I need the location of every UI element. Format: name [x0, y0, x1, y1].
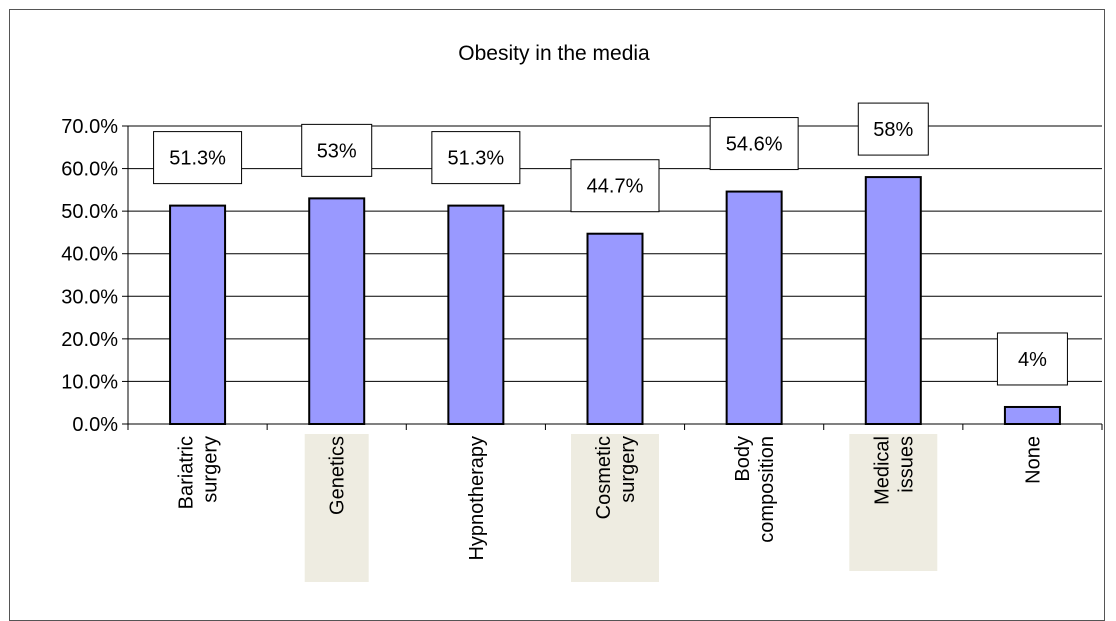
chart-title: Obesity in the media: [458, 42, 650, 65]
category-label-background: [304, 434, 369, 582]
y-tick-label: 10.0%: [61, 371, 118, 393]
x-category-label: Medical issues: [871, 436, 917, 505]
data-label: 54.6%: [726, 134, 783, 156]
data-labels: 51.3% 53% 51.3% 44.7% 54.6% 58% 4%: [153, 102, 1068, 386]
data-label: 58%: [873, 119, 913, 141]
y-tick-label: 20.0%: [61, 329, 118, 351]
data-label: 51.3%: [447, 148, 504, 170]
y-axis: 0.0% 10.0% 20.0% 30.0% 40.0% 50.0% 60.0% 70.0%: [61, 116, 129, 436]
category-label-background: [849, 434, 938, 571]
x-category-label-line: issues: [895, 436, 917, 493]
category-label-backgrounds: [304, 434, 938, 582]
x-category-label-line: Body: [732, 436, 754, 482]
y-tick-label: 70.0%: [61, 116, 118, 138]
y-tick-label: 0.0%: [72, 414, 118, 436]
y-tick-label: 40.0%: [61, 244, 118, 266]
data-label-box: [301, 123, 373, 177]
x-category-label: Bariatric surgery: [176, 436, 222, 509]
x-category-label: None: [1022, 436, 1044, 484]
y-tick-label: 50.0%: [61, 201, 118, 223]
bars: [169, 176, 1061, 426]
x-category-label-line: Hypnotherapy: [466, 436, 488, 561]
x-category-label-line: None: [1022, 436, 1044, 484]
bar: [169, 204, 227, 425]
x-category-label: Body composition: [732, 436, 778, 543]
data-label: 51.3%: [169, 148, 226, 170]
y-tick-label: 60.0%: [61, 159, 118, 181]
x-category-label: Hypnotherapy: [466, 436, 488, 561]
x-category-label-line: surgery: [200, 436, 222, 503]
bar: [725, 190, 783, 425]
x-category-label-line: surgery: [617, 436, 639, 503]
x-axis: Bariatric surgery Genetics Hypnotherapy Cosm…: [127, 423, 1103, 561]
x-category-label-line: Bariatric: [176, 436, 198, 509]
bar: [586, 232, 644, 425]
data-label: 44.7%: [587, 176, 644, 198]
data-label-box: [431, 131, 521, 185]
data-label-box: [857, 102, 929, 156]
data-label: 4%: [1018, 349, 1047, 371]
x-category-label-line: Cosmetic: [593, 436, 615, 519]
x-category-label-line: composition: [756, 436, 778, 543]
bar: [864, 176, 922, 425]
y-tick-label: 30.0%: [61, 286, 118, 308]
data-label-box: [996, 332, 1068, 386]
data-label-box: [570, 159, 660, 213]
bar: [447, 204, 505, 425]
x-category-label-line: Genetics: [327, 436, 349, 515]
data-label: 53%: [317, 140, 357, 162]
x-category-label-line: Medical: [871, 436, 893, 505]
data-label-box: [153, 131, 243, 185]
bar: [308, 197, 366, 425]
x-category-label: Cosmetic surgery: [593, 436, 639, 519]
bar: [1003, 405, 1061, 426]
x-category-label: Genetics: [327, 436, 349, 515]
category-label-background: [571, 434, 659, 582]
data-label-box: [709, 117, 799, 171]
